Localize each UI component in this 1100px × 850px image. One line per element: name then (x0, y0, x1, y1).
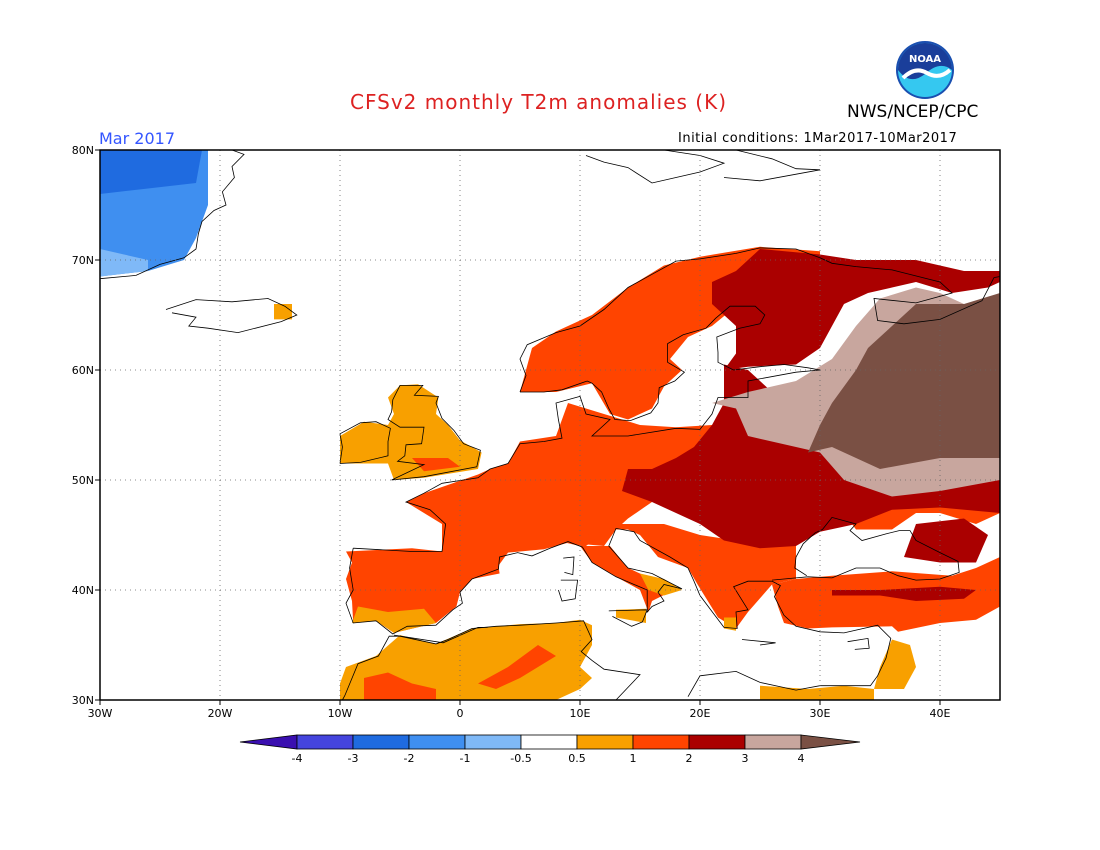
anomaly-region (874, 639, 916, 689)
coastline-segment (342, 620, 641, 701)
coastline-segment (608, 609, 648, 627)
lat-label: 30N (72, 694, 94, 707)
colorbar-swatch (800, 734, 861, 750)
lon-label: 10W (328, 707, 353, 720)
coastline-segment (339, 421, 391, 464)
anomaly-region (616, 608, 646, 623)
coastline-segment (353, 369, 821, 552)
anomaly-region (274, 304, 292, 320)
colorbar-tick-label: 1 (630, 752, 637, 765)
colorbar-swatch (744, 734, 802, 750)
coastline-segment (771, 516, 960, 581)
coastline-segment (99, 149, 245, 280)
colorbar-tick-label: 0.5 (568, 752, 586, 765)
coastline-segment (387, 385, 481, 481)
colorbar-swatch (464, 734, 522, 750)
colorbar-swatch (520, 734, 578, 750)
coastlines (99, 149, 1001, 701)
colorbar-tick-label: -3 (348, 752, 359, 765)
lat-label: 40N (72, 584, 94, 597)
anomaly-region (622, 364, 1000, 549)
colorbar-swatch (408, 734, 466, 750)
anomaly-cells (100, 150, 1000, 700)
initial-conditions: Initial conditions: 1Mar2017-10Mar2017 (678, 131, 958, 146)
coastline-segment (558, 579, 579, 602)
lon-label: 30E (810, 707, 831, 720)
noaa-logo-icon: NOAA (896, 41, 954, 99)
colorbar-tick-label: -4 (292, 752, 303, 765)
lat-label: 80N (72, 144, 94, 157)
forecast-period: Mar 2017 (99, 129, 175, 148)
coastline-segment (165, 298, 298, 334)
coastline-segment (741, 639, 776, 646)
lat-label: 60N (72, 364, 94, 377)
colorbar-swatch (352, 734, 410, 750)
colorbar-tick-label: -1 (460, 752, 471, 765)
anomaly-region (556, 524, 796, 629)
coastline-segment (563, 556, 575, 576)
colorbar: -4 -3 -2 -1 -0.5 0.5 1 2 3 4 (239, 734, 861, 765)
anomaly-region (760, 685, 874, 700)
anomaly-region (412, 458, 460, 472)
latitude-labels: 80N 70N 60N 50N 40N 30N (72, 144, 100, 707)
anomaly-region (808, 293, 1000, 469)
map-title: CFSv2 monthly T2m anomalies (K) (350, 90, 727, 114)
colorbar-tick-label: 4 (798, 752, 805, 765)
colorbar-swatch (239, 734, 298, 750)
anomaly-region (364, 672, 436, 700)
colorbar-swatch (576, 734, 634, 750)
colorbar-tick-label: -0.5 (510, 752, 531, 765)
longitude-labels: 30W 20W 10W 0 10E 20E 30E 40E (88, 700, 951, 720)
coastline-segment (520, 305, 821, 422)
lon-label: 20E (690, 707, 711, 720)
lat-label: 70N (72, 254, 94, 267)
colorbar-swatch (296, 734, 354, 750)
lat-label: 50N (72, 474, 94, 487)
coastline-segment (519, 247, 1001, 393)
lon-label: 40E (930, 707, 951, 720)
coastline-segment (847, 637, 870, 650)
coastline-segment (345, 527, 892, 697)
coastline-segment (723, 149, 821, 182)
coastline-segment (393, 627, 488, 644)
anomaly-region (478, 645, 556, 689)
lon-label: 0 (457, 707, 464, 720)
anomaly-region (724, 617, 736, 631)
anomaly-region (100, 249, 148, 277)
colorbar-tick-label: 3 (742, 752, 749, 765)
colorbar-swatch (632, 734, 690, 750)
colorbar-swatch (688, 734, 746, 750)
org-label: NWS/NCEP/CPC (847, 102, 979, 122)
map-frame (99, 149, 1001, 701)
anomaly-region (346, 403, 712, 633)
logo-text: NOAA (909, 54, 941, 65)
graticule (100, 150, 1000, 700)
lon-label: 10E (570, 707, 591, 720)
colorbar-tick-label: 2 (686, 752, 693, 765)
anomaly-region (100, 150, 202, 194)
anomaly-region (904, 518, 988, 563)
colorbar-tick-label: -2 (404, 752, 415, 765)
anomaly-region (340, 384, 482, 480)
lon-label: 30W (88, 707, 113, 720)
lon-label: 20W (208, 707, 233, 720)
coastline-segment (585, 149, 726, 184)
